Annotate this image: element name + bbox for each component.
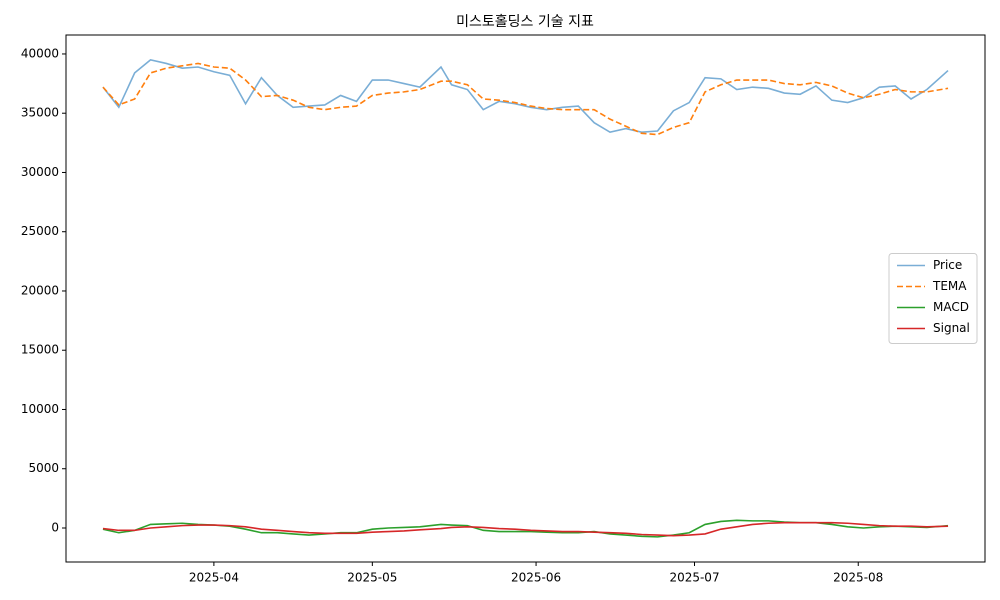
- y-tick-label: 25000: [21, 224, 59, 238]
- chart-title: 미스토홀딩스 기술 지표: [456, 14, 594, 30]
- y-tick-label: 5000: [28, 461, 59, 475]
- legend-box: [888, 253, 978, 344]
- legend-label: Price: [933, 258, 962, 272]
- x-tick-label: 2025-06: [511, 571, 561, 585]
- y-tick-label: 40000: [21, 46, 59, 60]
- y-tick-label: 0: [51, 520, 59, 534]
- y-tick-label: 20000: [21, 283, 59, 297]
- x-tick-label: 2025-04: [189, 571, 239, 585]
- y-tick-label: 10000: [21, 402, 59, 416]
- y-tick-label: 15000: [21, 343, 59, 357]
- y-tick-label: 30000: [21, 165, 59, 179]
- legend-label: MACD: [933, 300, 969, 314]
- legend-label: Signal: [933, 321, 970, 335]
- legend: Price TEMA MACD Signal: [888, 253, 978, 344]
- x-tick-label: 2025-08: [833, 571, 883, 585]
- series-line: [102, 521, 949, 537]
- legend-label: TEMA: [932, 279, 967, 293]
- x-tick-label: 2025-07: [669, 571, 719, 585]
- y-tick-label: 35000: [21, 106, 59, 120]
- x-tick-label: 2025-05: [347, 571, 397, 585]
- plot-frame: [65, 34, 986, 563]
- series-line: [102, 59, 949, 134]
- series-line: [102, 62, 949, 136]
